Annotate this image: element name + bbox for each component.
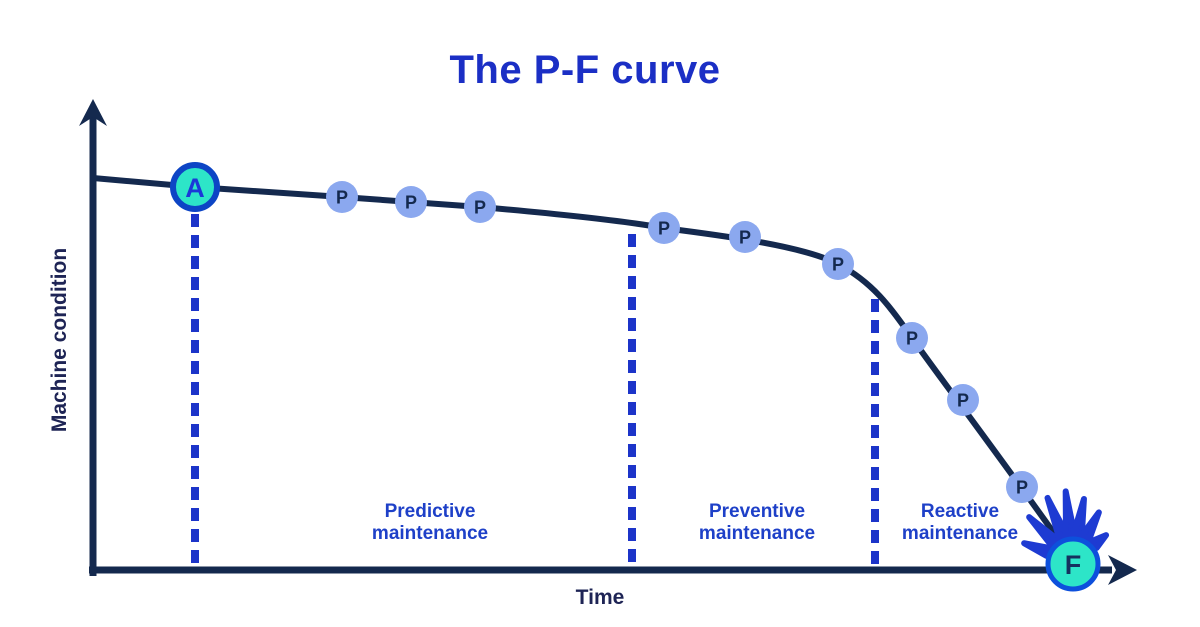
page-title: The P-F curve: [449, 48, 721, 92]
svg-text:P: P: [474, 198, 486, 218]
burst-spike: [1078, 509, 1102, 543]
point-f-label: F: [1065, 550, 1082, 580]
x-axis-label: Time: [575, 586, 625, 609]
p-marker: P: [395, 186, 427, 218]
burst-spike: [1088, 532, 1110, 551]
point-a-marker: A: [170, 162, 220, 212]
point-a-label: A: [185, 173, 205, 203]
burst-spike: [1062, 488, 1078, 538]
point-f-marker: F: [1045, 536, 1101, 592]
svg-text:P: P: [739, 228, 751, 248]
p-marker: P: [648, 212, 680, 244]
svg-text:P: P: [906, 329, 918, 349]
failure-burst-icon: [1021, 488, 1110, 559]
y-axis-label: Machine condition: [48, 247, 71, 433]
svg-text:P: P: [658, 219, 670, 239]
zone-label-predictive: Predictive maintenance: [371, 501, 489, 544]
p-marker: P: [947, 384, 979, 416]
burst-spike: [1044, 494, 1070, 541]
svg-text:P: P: [832, 255, 844, 275]
zone-label-reactive: Reactive maintenance: [901, 501, 1019, 544]
p-marker: P: [464, 191, 496, 223]
svg-text:P: P: [957, 391, 969, 411]
y-axis-arrow-icon: [79, 99, 107, 126]
p-marker: P: [326, 181, 358, 213]
burst-spike: [1070, 495, 1087, 539]
p-marker: P: [1006, 471, 1038, 503]
p-marker: P: [896, 322, 928, 354]
svg-text:P: P: [1016, 478, 1028, 498]
p-marker: P: [822, 248, 854, 280]
p-markers-group: P P P P P P P P P: [326, 181, 1038, 503]
svg-text:P: P: [405, 193, 417, 213]
burst-spike: [1026, 514, 1061, 549]
svg-text:P: P: [336, 188, 348, 208]
p-marker: P: [729, 221, 761, 253]
zone-label-preventive: Preventive maintenance: [698, 501, 816, 544]
x-axis-arrow-icon: [1108, 555, 1137, 585]
burst-spike: [1021, 540, 1053, 559]
